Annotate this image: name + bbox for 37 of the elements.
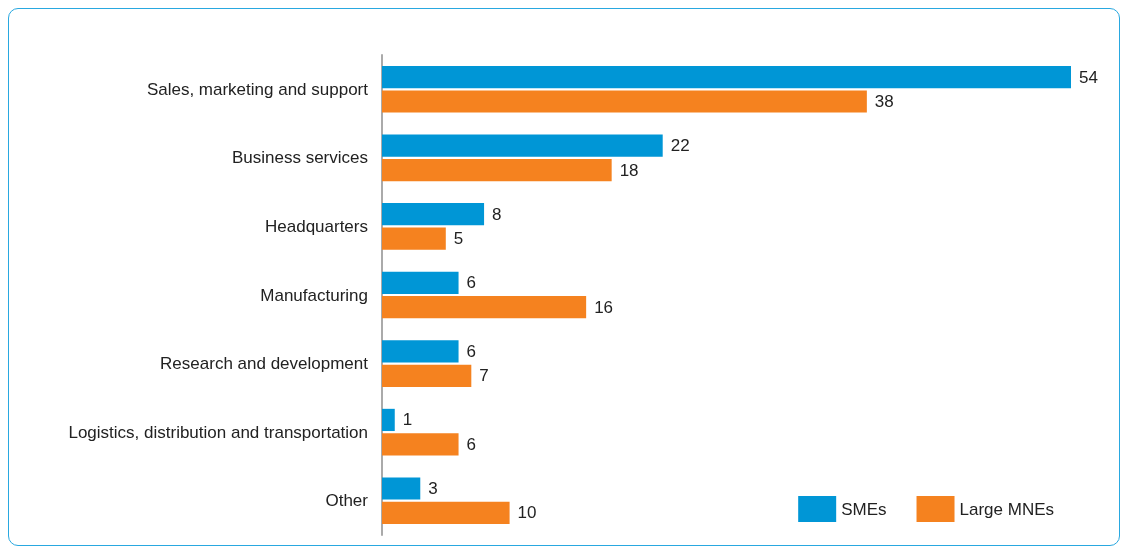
data-label: 16 [594, 297, 614, 317]
data-label: 8 [492, 204, 502, 224]
bar [382, 408, 395, 432]
data-label: 10 [517, 503, 537, 523]
bar [382, 364, 472, 387]
data-label: 6 [466, 341, 477, 361]
y-tick-label: Business services [231, 148, 368, 168]
legend-label: Large MNEs [959, 499, 1054, 519]
bar [382, 501, 510, 525]
data-label: 1 [402, 410, 413, 430]
bar [382, 271, 459, 294]
bar [382, 433, 459, 456]
bar [382, 227, 446, 250]
data-label: 6 [466, 273, 477, 293]
bar [382, 340, 459, 363]
data-label: 6 [466, 434, 477, 454]
bar [382, 158, 612, 182]
data-label: 38 [874, 92, 894, 111]
data-label: 18 [619, 160, 639, 180]
bar [382, 203, 485, 226]
bar [382, 477, 421, 500]
legend-label: SMEs [841, 499, 887, 519]
bar [382, 134, 663, 157]
data-label: 5 [453, 229, 464, 249]
bar [382, 296, 587, 319]
data-label: 7 [479, 366, 489, 386]
y-tick-label: Logistics, distribution and transportation [68, 422, 368, 442]
y-tick-label: Headquarters [264, 216, 368, 236]
data-label: 22 [670, 136, 690, 156]
data-label: 3 [428, 479, 438, 498]
bar [382, 90, 867, 113]
bar [382, 65, 1071, 89]
data-label: 54 [1079, 67, 1098, 87]
y-tick-label: Research and development [160, 354, 369, 374]
y-tick-label: Sales, marketing and support [146, 79, 369, 99]
y-tick-label: Manufacturing [260, 285, 368, 305]
y-tick-label: Other [325, 491, 369, 511]
